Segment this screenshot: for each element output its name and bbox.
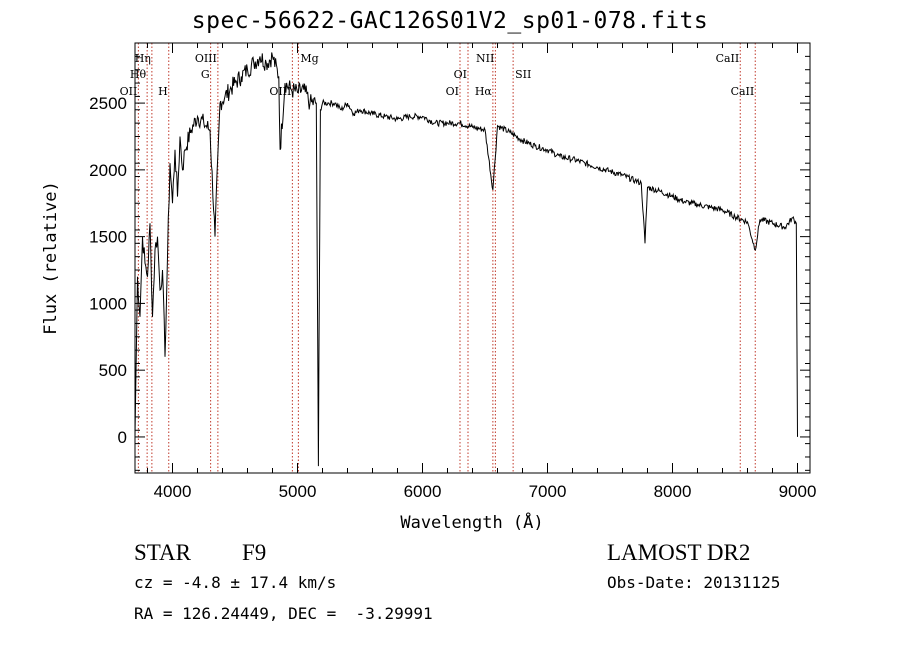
x-axis-label: Wavelength (Å) xyxy=(400,511,543,533)
object-type: STAR xyxy=(134,540,191,565)
series-line-0 xyxy=(135,52,798,466)
x-tick-label-3: 7000 xyxy=(529,482,567,501)
x-tick-label-4: 8000 xyxy=(654,482,692,501)
y-tick-label-4: 2000 xyxy=(89,161,127,180)
x-axis: 4000 5000 6000 7000 8000 9000 xyxy=(147,43,817,501)
line-label-5: OIII xyxy=(195,52,217,65)
y-tick-label-0: 0 xyxy=(118,428,127,447)
object-subclass: F9 xyxy=(242,540,267,565)
survey-name: LAMOST DR2 xyxy=(607,540,751,565)
y-tick-label-5: 2500 xyxy=(89,94,127,113)
coordinates: RA = 126.24449, DEC = -3.29991 xyxy=(134,604,433,623)
line-label-9: OI xyxy=(454,68,467,81)
line-label-11: NII xyxy=(476,52,494,65)
line-labels: OII Hθ Hη H G OIII OIII Mg OI OI Hα NII SII CaII CaII xyxy=(120,52,755,98)
y-tick-label-3: 1500 xyxy=(89,228,127,247)
x-tick-label-5: 9000 xyxy=(779,482,817,501)
line-label-4: G xyxy=(201,68,210,81)
x-tick-label-2: 6000 xyxy=(404,482,442,501)
line-label-14: CaII xyxy=(731,85,755,98)
chart-title: spec-56622-GAC126S01V2_sp01-078.fits xyxy=(191,8,709,34)
line-label-7: Mg xyxy=(300,52,318,65)
line-label-3: H xyxy=(158,85,168,98)
redshift-text: cz = -4.8 ± 17.4 km/s xyxy=(134,573,337,592)
x-tick-label-1: 5000 xyxy=(279,482,317,501)
y-tick-label-1: 500 xyxy=(99,361,127,380)
obs-date: Obs-Date: 20131125 xyxy=(607,573,781,592)
x-tick-label-0: 4000 xyxy=(154,482,192,501)
line-markers xyxy=(137,43,756,473)
y-axis: 0 500 1000 1500 2000 2500 xyxy=(89,55,810,471)
line-label-8: OI xyxy=(446,85,459,98)
line-label-12: SII xyxy=(515,68,531,81)
spectrum-series xyxy=(135,52,798,466)
line-label-6: OIII xyxy=(269,85,291,98)
line-label-2: Hη xyxy=(135,52,151,65)
plot-frame xyxy=(134,42,811,474)
line-label-10: Hα xyxy=(475,85,493,98)
y-axis-label: Flux (relative) xyxy=(41,181,61,335)
line-label-0: OII xyxy=(120,85,138,98)
line-label-13: CaII xyxy=(716,52,740,65)
y-tick-label-2: 1000 xyxy=(89,294,127,313)
line-label-1: Hθ xyxy=(130,68,147,81)
